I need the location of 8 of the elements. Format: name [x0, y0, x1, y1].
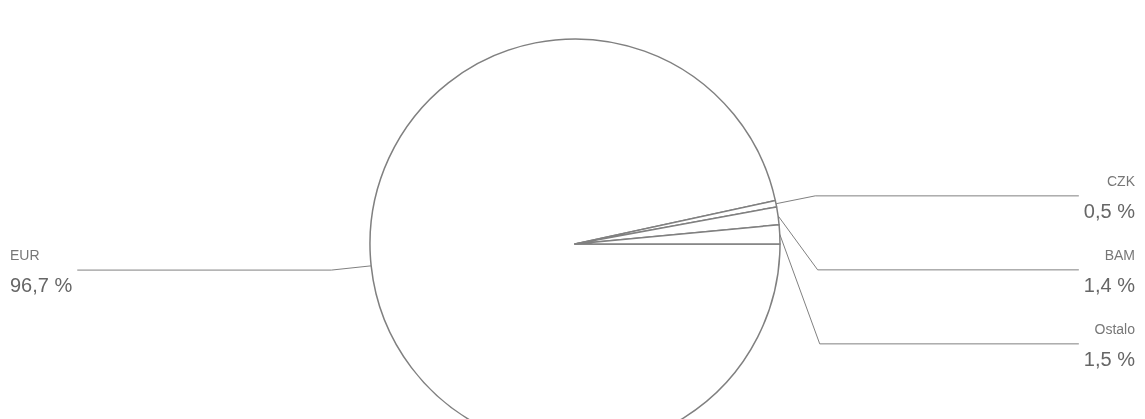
data-label: 0,5 % — [1083, 199, 1136, 222]
data-label: 96,7 % — [10, 274, 73, 297]
slice-label: Ostalo — [1094, 320, 1136, 337]
slice-label: EUR — [10, 247, 40, 264]
slice-label: BAM — [1104, 246, 1135, 263]
data-label: 1,5 % — [1083, 347, 1136, 370]
data-label: 1,4 % — [1083, 273, 1136, 296]
slice-label: CZK — [1107, 172, 1136, 189]
